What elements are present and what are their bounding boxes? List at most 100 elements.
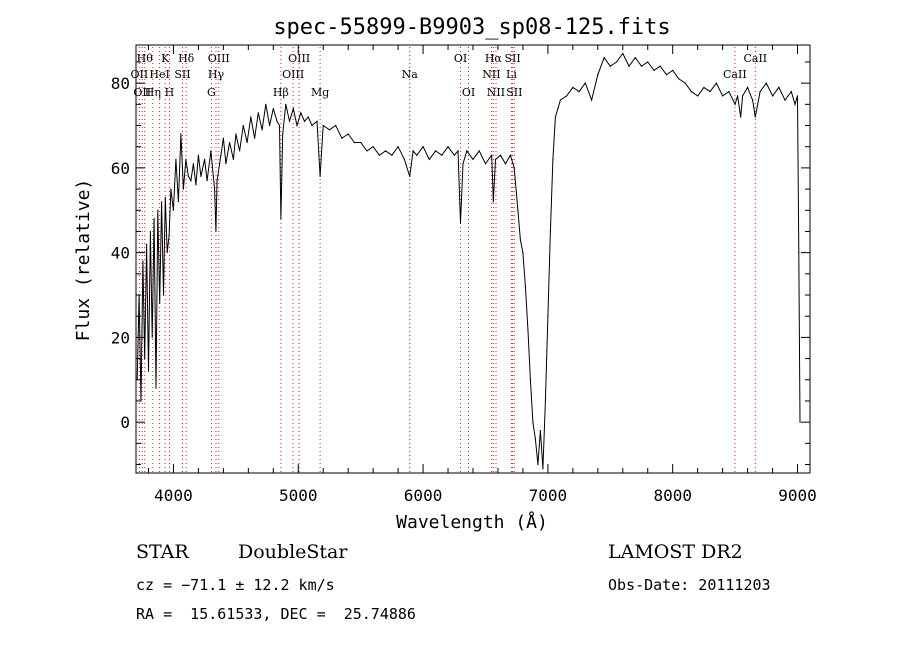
data-point — [214, 188, 216, 190]
data-point — [366, 150, 368, 152]
data-point — [491, 154, 493, 156]
data-point — [257, 112, 259, 114]
data-point — [478, 150, 480, 152]
data-point — [557, 108, 559, 110]
data-point — [552, 158, 554, 160]
data-point — [499, 154, 502, 156]
data-point — [640, 65, 643, 67]
data-point — [190, 180, 192, 182]
data-point — [453, 154, 455, 156]
data-point — [265, 103, 267, 105]
data-point — [747, 86, 749, 88]
data-point — [175, 158, 177, 160]
x-tick-label: 4000 — [154, 486, 193, 505]
data-point — [603, 57, 605, 59]
y-tick-label: 40 — [111, 244, 130, 263]
line-marker-label: OIII — [208, 52, 230, 65]
data-point — [157, 209, 159, 211]
data-point — [391, 154, 393, 156]
data-point — [164, 197, 166, 199]
data-point — [269, 124, 271, 127]
data-point — [303, 120, 306, 122]
data-point — [709, 91, 711, 93]
data-point — [542, 468, 544, 470]
data-point — [665, 74, 668, 76]
data-point — [549, 230, 552, 233]
x-tick-label: 5000 — [279, 486, 318, 505]
y-tick-label: 0 — [120, 413, 130, 432]
y-tick-label: 60 — [111, 159, 130, 178]
data-point — [328, 129, 331, 131]
line-marker-label: OI — [454, 52, 467, 65]
y-axis-label: Flux (relative) — [73, 179, 94, 342]
line-marker-label: Hδ — [178, 52, 195, 65]
data-point — [435, 150, 437, 152]
data-point — [159, 302, 161, 305]
data-point — [734, 103, 736, 105]
line-marker-label: SII — [504, 52, 520, 65]
data-point — [578, 91, 580, 93]
data-point — [584, 82, 586, 84]
spectrum-trace — [136, 52, 801, 470]
data-point — [161, 201, 163, 203]
data-point — [216, 180, 218, 182]
line-marker-label: H — [165, 86, 175, 99]
data-point — [752, 99, 754, 101]
data-point — [519, 239, 522, 241]
data-point — [715, 82, 718, 84]
data-point — [280, 218, 282, 220]
data-point — [722, 95, 724, 97]
data-point — [690, 91, 693, 93]
data-point — [147, 370, 150, 372]
data-point — [215, 230, 217, 233]
data-point — [403, 158, 405, 160]
line-marker-label: NII — [482, 68, 500, 81]
data-point — [197, 154, 199, 156]
data-point — [246, 141, 248, 144]
line-marker-label: OII — [131, 68, 149, 81]
data-point — [278, 124, 281, 127]
line-marker-label: SII — [174, 68, 190, 81]
data-point — [509, 154, 511, 156]
plot-frame — [135, 44, 811, 474]
data-point — [754, 116, 756, 118]
data-point — [220, 154, 222, 156]
data-point — [678, 78, 680, 80]
data-point — [532, 421, 534, 423]
data-point — [597, 74, 599, 76]
data-point — [447, 146, 449, 148]
data-point — [254, 137, 256, 139]
data-point — [149, 230, 151, 233]
data-point — [517, 209, 519, 211]
data-point — [794, 103, 796, 105]
data-point — [192, 163, 194, 165]
data-point — [170, 188, 172, 190]
data-point — [524, 285, 527, 288]
data-point — [153, 218, 155, 220]
object-class: STAR — [136, 541, 189, 563]
data-point — [232, 158, 234, 160]
data-point — [742, 95, 744, 97]
data-point — [300, 112, 302, 114]
coordinates: RA = 15.61533, DEC = 25.74886 — [136, 605, 416, 623]
data-point — [385, 150, 387, 152]
data-point — [372, 146, 374, 148]
data-point — [168, 235, 170, 237]
data-point — [180, 133, 182, 135]
data-point — [740, 116, 742, 118]
line-marker-label: G — [207, 86, 216, 99]
data-point — [239, 150, 241, 152]
data-point — [200, 175, 202, 177]
spectrum-line — [136, 52, 801, 469]
data-point — [759, 91, 761, 93]
line-marker-label: HeI — [149, 68, 169, 81]
data-point — [472, 158, 474, 160]
data-point — [647, 61, 649, 63]
y-tick-label: 80 — [111, 74, 130, 93]
data-point — [441, 154, 443, 156]
data-point — [591, 99, 593, 101]
data-point — [242, 124, 244, 127]
line-marker-label: OII — [133, 86, 151, 99]
data-point — [544, 400, 547, 402]
data-point — [282, 133, 284, 135]
